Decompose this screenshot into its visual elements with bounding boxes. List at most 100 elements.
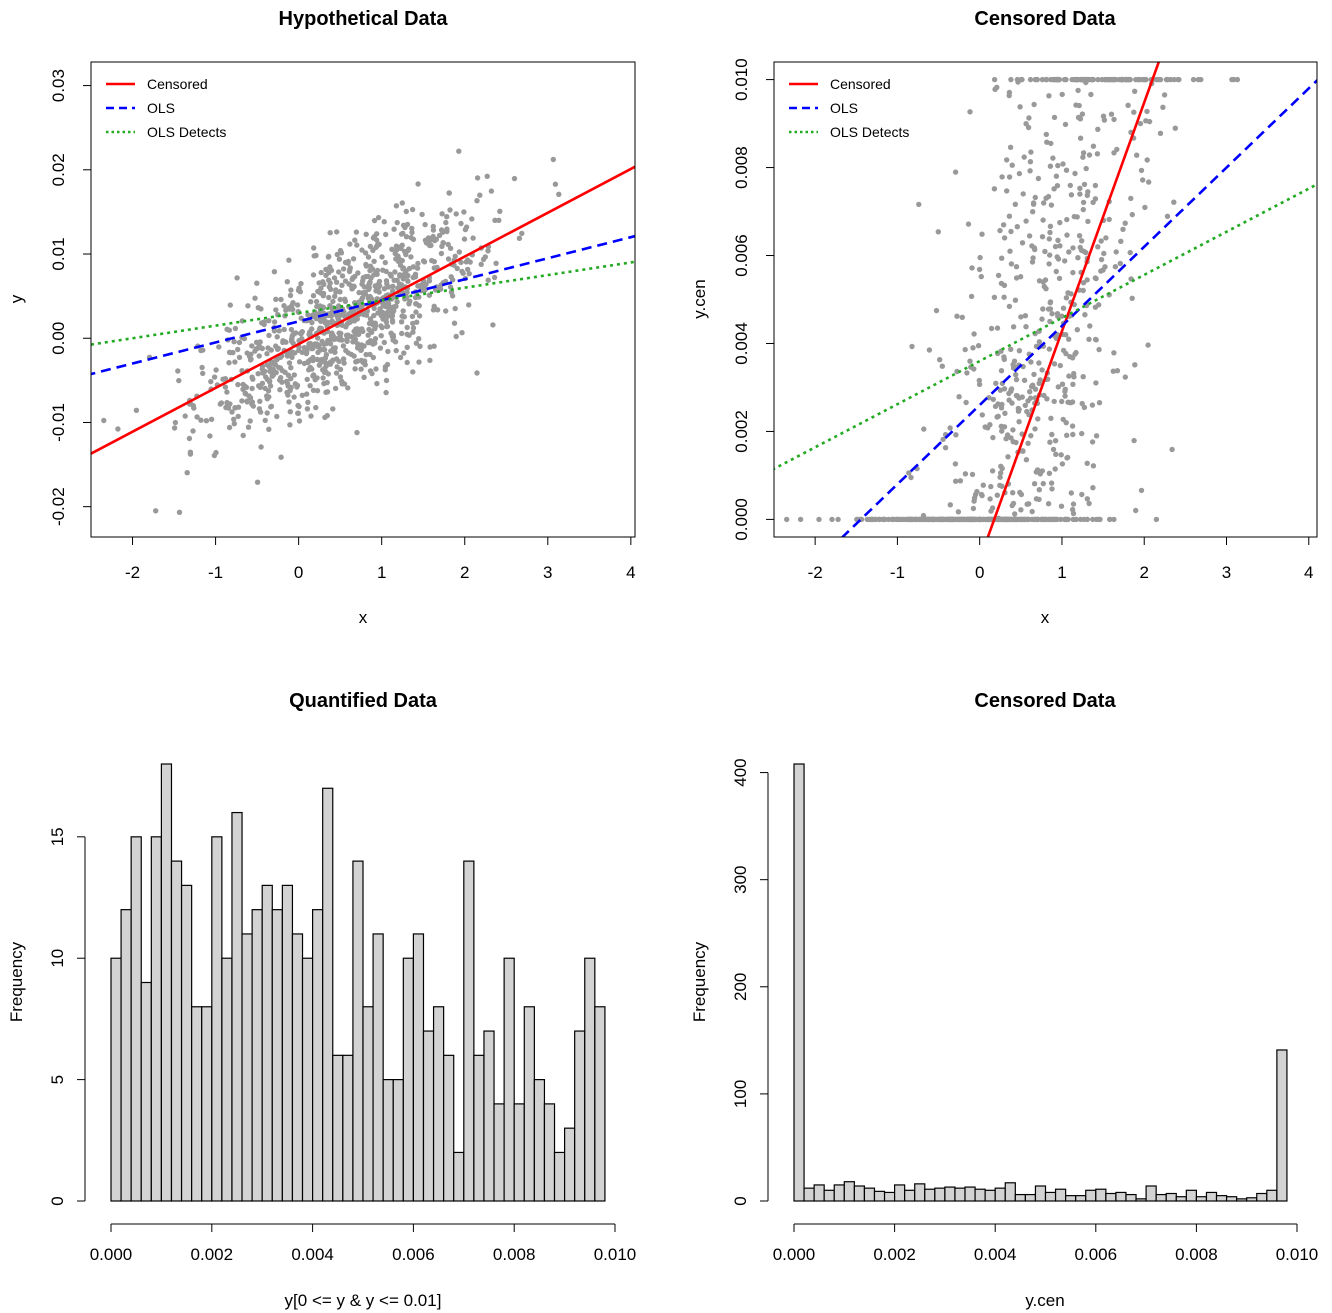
data-point <box>1046 346 1053 352</box>
data-point <box>267 368 273 374</box>
data-point <box>1036 339 1043 345</box>
data-point <box>226 424 233 431</box>
data-point <box>1008 76 1014 83</box>
data-point <box>404 273 410 279</box>
data-point <box>1080 150 1087 156</box>
data-point <box>926 347 933 353</box>
y-tick-label: -0.01 <box>49 403 68 442</box>
data-point <box>1128 195 1134 202</box>
data-point <box>422 237 429 243</box>
histogram-bar <box>1276 1049 1288 1202</box>
data-point <box>480 256 487 262</box>
histogram-bar <box>473 1054 485 1202</box>
data-point <box>259 366 265 372</box>
data-point <box>290 300 296 306</box>
x-tick-label: 0.006 <box>1075 1245 1118 1264</box>
data-point <box>1073 349 1079 356</box>
data-point <box>367 267 373 274</box>
data-point <box>1042 248 1048 255</box>
data-point <box>224 399 230 406</box>
data-point <box>326 284 332 290</box>
x-tick-label: -1 <box>208 563 223 582</box>
data-point <box>266 379 273 385</box>
data-point <box>447 245 454 251</box>
data-point <box>1079 238 1085 244</box>
histogram-bar <box>594 1006 606 1202</box>
x-tick-label: 0.010 <box>594 1245 637 1264</box>
data-point <box>1021 516 1028 523</box>
data-point <box>310 345 316 352</box>
data-point <box>967 358 973 364</box>
data-point <box>491 274 498 281</box>
data-point <box>1068 490 1075 496</box>
x-axis-label: x <box>359 608 368 627</box>
data-point <box>244 350 250 356</box>
histogram-bar <box>803 1187 815 1202</box>
data-point <box>294 302 301 308</box>
histogram-bar <box>231 811 243 1202</box>
data-point <box>1053 173 1060 179</box>
data-point <box>266 332 272 339</box>
data-point <box>421 259 428 265</box>
data-point <box>1102 76 1108 83</box>
data-point <box>1085 218 1091 225</box>
data-point <box>1013 376 1020 383</box>
histogram-bar <box>1145 1185 1157 1202</box>
data-point <box>337 374 344 380</box>
histogram-bar <box>150 836 163 1202</box>
histogram-bar <box>453 1151 465 1202</box>
data-point <box>356 289 362 296</box>
data-point <box>1060 305 1067 311</box>
data-point <box>383 377 390 384</box>
data-point <box>296 418 303 424</box>
data-point <box>304 391 310 397</box>
data-point <box>1077 116 1084 122</box>
data-point <box>404 331 410 337</box>
data-point <box>1013 392 1020 399</box>
data-point <box>1072 170 1078 177</box>
histogram-bar <box>342 1054 354 1202</box>
data-point <box>971 331 977 337</box>
data-point <box>313 298 320 305</box>
data-point <box>1071 213 1078 220</box>
data-point <box>375 214 382 221</box>
data-point <box>198 417 204 423</box>
data-point <box>993 380 999 386</box>
data-point <box>366 284 372 291</box>
data-point <box>797 516 804 523</box>
data-point <box>248 356 254 362</box>
histogram-bar <box>1236 1198 1248 1202</box>
data-point <box>1064 455 1070 461</box>
data-point <box>1073 516 1080 523</box>
data-point <box>456 148 462 154</box>
y-axis-label: Frequency <box>7 941 26 1022</box>
data-point <box>465 266 471 273</box>
data-point <box>935 229 941 235</box>
histogram-bar <box>322 787 334 1202</box>
data-point <box>1027 159 1034 165</box>
data-point <box>1080 287 1086 294</box>
data-point <box>184 470 190 476</box>
data-point <box>1122 220 1128 226</box>
y-tick-label: 0.002 <box>732 410 751 453</box>
x-axis-label: y.cen <box>1025 1291 1064 1310</box>
data-point <box>305 359 311 365</box>
data-point <box>383 231 389 238</box>
histogram-bar <box>402 957 415 1202</box>
data-point <box>285 392 291 398</box>
data-point <box>336 256 343 262</box>
data-point <box>199 364 205 371</box>
y-tick-label: 0.02 <box>49 153 68 186</box>
data-point <box>1039 234 1046 240</box>
data-point <box>451 320 458 326</box>
data-point <box>1120 76 1126 83</box>
data-point <box>349 276 355 282</box>
data-point <box>1056 275 1063 282</box>
data-point <box>1154 76 1160 83</box>
y-tick-label: 0.006 <box>732 234 751 277</box>
data-point <box>358 357 364 364</box>
data-point <box>317 317 324 324</box>
data-point <box>1018 314 1024 320</box>
data-point <box>829 516 835 523</box>
data-point <box>438 250 445 257</box>
